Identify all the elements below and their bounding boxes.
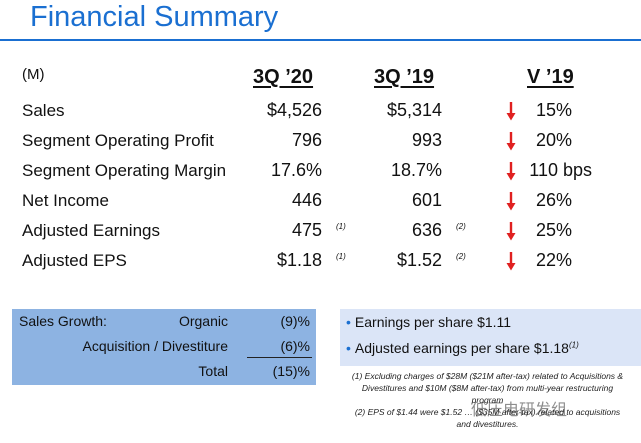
- watermark: 低压电研发组: [471, 402, 568, 419]
- row-label-segment-operating-margin: Segment Operating Margin: [22, 161, 227, 180]
- footnote-1: (1) Excluding charges of $28M ($21M afte…: [351, 371, 624, 405]
- bullet-earnings-per-share: • Earnings per share $1.11: [346, 314, 512, 330]
- column-header-3q20: 3Q ’20: [253, 66, 314, 88]
- column-header-3q19: 3Q ’19: [374, 66, 435, 88]
- total-divider: [247, 357, 312, 358]
- title-divider: [0, 39, 641, 41]
- organic-value: (9)%: [280, 313, 310, 329]
- row-label-adjusted-earnings: Adjusted Earnings: [22, 221, 160, 240]
- footnote-marker: (1): [336, 222, 346, 231]
- row-label-net-income: Net Income: [22, 191, 109, 210]
- value-3q20: 475: [291, 220, 322, 240]
- change-value: 20%: [535, 130, 572, 150]
- value-3q19: 636: [411, 220, 442, 240]
- bullet-icon: •: [346, 340, 351, 356]
- page-title: Financial Summary: [30, 1, 279, 33]
- row-label-adjusted-eps: Adjusted EPS: [22, 251, 127, 270]
- total-label: Total: [198, 363, 228, 379]
- footnote-marker: (1): [336, 252, 346, 261]
- sales-growth-label: Sales Growth:: [19, 313, 107, 329]
- down-arrow-icon: [506, 132, 516, 151]
- value-3q19: 601: [411, 190, 442, 210]
- down-arrow-icon: [506, 222, 516, 241]
- value-3q20: $4,526: [266, 100, 322, 120]
- footnote-2: (2) EPS of $1.44 were $1.52 … ($35M afte…: [354, 407, 621, 429]
- footnotes: (1) Excluding charges of $28M ($21M afte…: [350, 370, 625, 430]
- sales-growth-box: Sales Growth: Organic (9)% Acquisition /…: [12, 309, 316, 385]
- column-header-v19: V ’19: [527, 66, 574, 88]
- down-arrow-icon: [506, 102, 516, 121]
- down-arrow-icon: [506, 162, 516, 181]
- bullet-icon: •: [346, 314, 351, 330]
- value-3q19: $1.52: [396, 250, 442, 270]
- change-value: 15%: [535, 100, 572, 120]
- row-label-segment-operating-profit: Segment Operating Profit: [22, 131, 214, 150]
- eps-summary-box: • Earnings per share $1.11 • Adjusted earn…: [340, 309, 641, 366]
- footnote-marker: (2): [456, 222, 466, 231]
- value-3q20: 446: [291, 190, 322, 210]
- value-3q20: 796: [291, 130, 322, 150]
- value-3q19: $5,314: [386, 100, 442, 120]
- footnote-marker: (2): [456, 252, 466, 261]
- value-3q20: 17.6%: [270, 160, 322, 180]
- change-value: 26%: [535, 190, 572, 210]
- footnote-marker: (1): [568, 340, 579, 350]
- total-value: (15)%: [272, 363, 310, 379]
- organic-label: Organic: [178, 313, 228, 329]
- acquisition-divestiture-value: (6)%: [280, 338, 310, 354]
- change-value: 110 bps: [529, 160, 592, 180]
- value-3q19: 993: [411, 130, 442, 150]
- down-arrow-icon: [506, 252, 516, 271]
- unit-label: (M): [22, 66, 45, 83]
- value-3q20: $1.18: [276, 250, 322, 270]
- acquisition-divestiture-label: Acquisition / Divestiture: [82, 338, 228, 354]
- down-arrow-icon: [506, 192, 516, 211]
- row-label-sales: Sales: [22, 101, 65, 120]
- change-value: 22%: [535, 250, 572, 270]
- bullet-adjusted-eps: • Adjusted earnings per share $1.18(1): [346, 340, 579, 356]
- change-value: 25%: [535, 220, 572, 240]
- value-3q19: 18.7%: [390, 160, 442, 180]
